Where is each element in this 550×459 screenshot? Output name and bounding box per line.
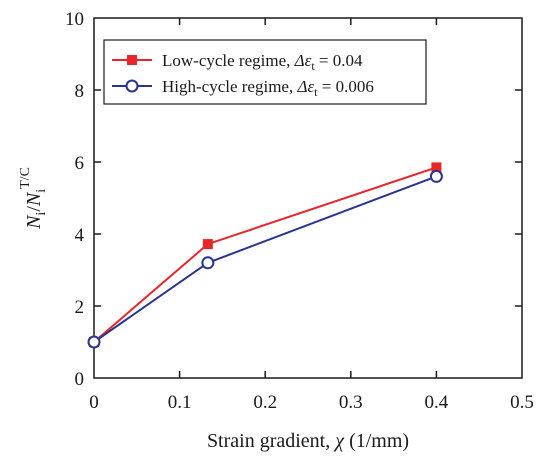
y-tick-label: 2 — [75, 297, 85, 318]
legend-box — [103, 39, 427, 105]
series-2-point — [87, 335, 101, 349]
x-tick-label: 0.3 — [339, 392, 363, 413]
x-tick-label: 0.2 — [253, 392, 277, 413]
y-tick-label: 8 — [75, 81, 85, 102]
x-tick-label: 0.4 — [425, 392, 449, 413]
y-axis-title: Ni/NiT/C — [18, 167, 49, 230]
series-2-point — [201, 256, 215, 270]
legend-marker-2 — [125, 79, 139, 93]
x-tick-label: 0.5 — [510, 392, 534, 413]
series-line-2 — [93, 175, 437, 343]
axis-ticks: 0 0.1 0.2 0.3 0.4 0.5 0 2 4 6 8 10 — [65, 9, 534, 413]
y-tick-label: 4 — [75, 225, 85, 246]
legend-label-1: Low-cycle regime, Δεt = 0.04 — [162, 51, 363, 73]
series-1-point — [202, 239, 213, 250]
x-axis-title-unit: (1/mm) — [344, 430, 409, 452]
series-layer — [87, 162, 443, 349]
plot-frame — [93, 17, 523, 379]
x-tick-label: 0 — [89, 392, 99, 413]
series-line-1 — [93, 166, 437, 343]
x-tick-label: 0.1 — [168, 392, 192, 413]
y-tick-label: 0 — [75, 369, 85, 390]
x-axis-title-symbol: χ — [333, 430, 345, 452]
x-axis-title-main: Strain gradient, — [207, 430, 335, 452]
legend-label-2: High-cycle regime, Δεt = 0.006 — [162, 77, 374, 99]
y-axis-title-n2: N — [23, 191, 45, 207]
y-tick-label: 6 — [75, 153, 85, 174]
y-tick-label: 10 — [65, 9, 84, 30]
y-axis-title-sub-i: i — [34, 212, 49, 216]
y-axis-title-n: N — [23, 214, 45, 230]
y-axis-title-sub-i2: i — [34, 189, 49, 193]
y-axis-title-sup: T/C — [18, 167, 33, 189]
x-axis-title: Strain gradient, χ (1/mm) — [207, 430, 409, 452]
series-1-point — [431, 162, 442, 173]
legend: Low-cycle regime, Δεt = 0.04 High-cycle r… — [103, 39, 427, 105]
legend-items: Low-cycle regime, Δεt = 0.04 High-cycle r… — [112, 51, 374, 99]
legend-marker-1 — [127, 55, 137, 65]
series-2-point — [429, 169, 443, 183]
y-axis-title-slash: / — [23, 206, 45, 212]
